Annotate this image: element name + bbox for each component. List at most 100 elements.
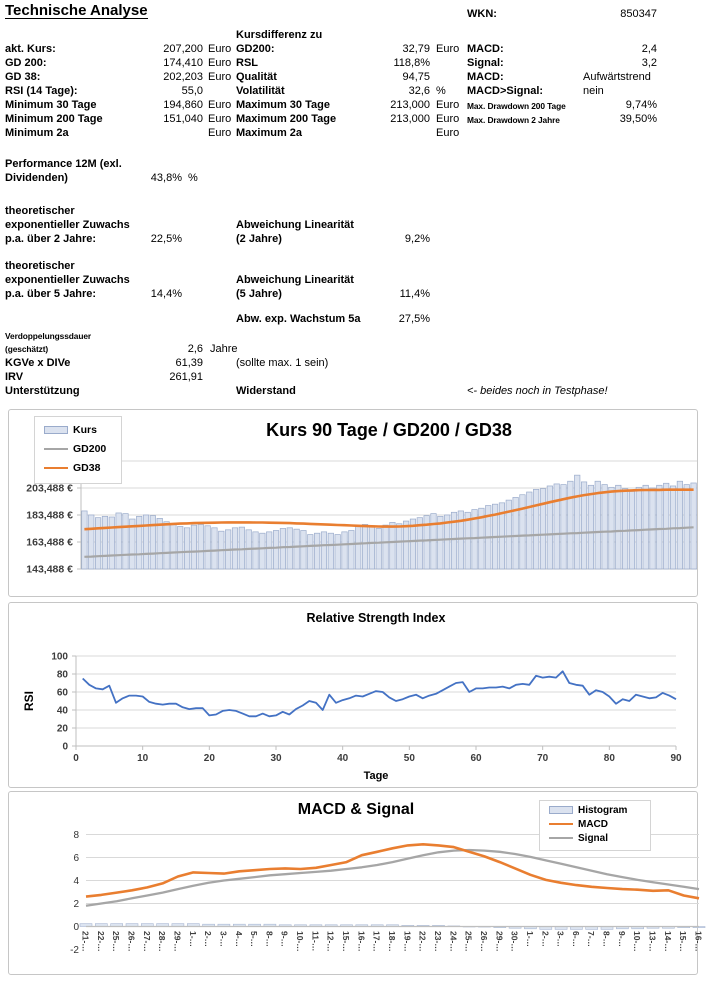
- macd-chart-panel: -2 0 2 4 6 8 21-… 22-… 25-… 26-… 27-… 28-… 29-… 1-… 2-…: [8, 791, 706, 975]
- svg-text:2-…: 2-…: [203, 931, 213, 947]
- growth5-dev-label: Abweichung Linearität: [236, 274, 354, 286]
- svg-text:80: 80: [604, 753, 616, 764]
- summary-value: 194,860: [163, 99, 203, 111]
- svg-text:4: 4: [73, 876, 79, 887]
- summary-unit: Euro: [208, 113, 232, 125]
- svg-text:21-…: 21-…: [81, 931, 91, 952]
- svg-text:13-…: 13-…: [648, 931, 658, 952]
- svg-text:40: 40: [57, 706, 69, 717]
- svg-text:15-…: 15-…: [341, 931, 351, 952]
- svg-text:3-…: 3-…: [218, 931, 228, 947]
- summary-unit: Euro: [208, 99, 232, 111]
- wkn-value: 850347: [620, 8, 657, 20]
- svg-text:20: 20: [204, 753, 216, 764]
- svg-text:90: 90: [670, 753, 682, 764]
- summary-unit: Euro: [436, 43, 460, 55]
- kurs-chart-panel: 143,488 € 163,488 € 183,488 € 203,488 € Kur…: [8, 409, 698, 597]
- rsi-line: [82, 670, 677, 718]
- summary-unit: Euro: [208, 43, 232, 55]
- svg-text:1-…: 1-…: [188, 931, 198, 947]
- svg-text:24-…: 24-…: [448, 931, 458, 952]
- line-swatch-icon: [44, 447, 68, 450]
- svg-text:23-…: 23-…: [433, 931, 443, 952]
- summary-label: Minimum 2a: [5, 127, 69, 139]
- svg-text:30: 30: [270, 753, 282, 764]
- summary-value: 202,203: [163, 71, 203, 83]
- svg-text:183,488 €: 183,488 €: [26, 510, 73, 522]
- growth5-label: exponentieller Zuwachs: [5, 274, 130, 286]
- svg-text:6-…: 6-…: [571, 931, 581, 947]
- svg-text:15-…: 15-…: [678, 931, 688, 952]
- legend-item-macd: MACD: [540, 817, 650, 831]
- page-title: Technische Analyse: [5, 2, 148, 19]
- verdopp-label: Verdoppelungssdauer: [5, 331, 92, 341]
- svg-text:143,488 €: 143,488 €: [26, 564, 73, 576]
- summary-value: nein: [583, 85, 604, 97]
- irv-label: IRV: [5, 371, 24, 383]
- legend-item-signal: Signal: [540, 831, 650, 845]
- summary-value: Aufwärtstrend: [583, 71, 651, 83]
- svg-text:40: 40: [337, 753, 349, 764]
- svg-text:9-…: 9-…: [280, 931, 290, 947]
- growth2-dev-value: 9,2%: [404, 233, 430, 245]
- svg-text:27-…: 27-…: [142, 931, 152, 952]
- svg-text:28-…: 28-…: [157, 931, 167, 952]
- svg-text:2: 2: [73, 899, 79, 910]
- performance-value: 43,8%: [150, 172, 182, 184]
- summary-value: 213,000: [390, 99, 430, 111]
- line-swatch-icon: [549, 837, 573, 839]
- macd-x-axis-labels: 21-… 22-… 25-… 26-… 27-… 28-… 29-… 1-… 2-… 3-… 4-……: [81, 931, 704, 952]
- svg-text:22-…: 22-…: [96, 931, 106, 952]
- kgve-value: 61,39: [175, 357, 203, 369]
- svg-text:29-…: 29-…: [172, 931, 182, 952]
- legend-label: Signal: [578, 832, 609, 844]
- growth5-value: 14,4%: [150, 288, 182, 300]
- legend-label: Kurs: [73, 423, 97, 436]
- svg-text:16-…: 16-…: [356, 931, 366, 952]
- summary-label: Minimum 30 Tage: [5, 99, 97, 111]
- line-macd: [85, 842, 700, 900]
- svg-text:0: 0: [62, 742, 68, 753]
- legend-item-histogram: Histogram: [540, 803, 650, 817]
- summary-value: 9,74%: [625, 99, 657, 111]
- summary-label: RSI (14 Tage):: [5, 85, 78, 97]
- verdopp-label: (geschätzt): [5, 344, 49, 354]
- rsi-y-axis-label: RSI: [22, 691, 36, 711]
- growth2-label: exponentieller Zuwachs: [5, 219, 130, 231]
- svg-text:7-…: 7-…: [586, 931, 596, 947]
- rsi-chart: 0 20 40 60 80 100 0 10 20 30 40 50 60 70 80 90 RSI Tage: [22, 652, 682, 783]
- summary-unit: Euro: [208, 71, 232, 83]
- col2-header: Kursdifferenz zu: [236, 29, 323, 41]
- svg-text:29-…: 29-…: [494, 931, 504, 952]
- kurs-chart-legend: Kurs GD200 GD38: [34, 416, 122, 484]
- support-label: Unterstützung: [5, 385, 80, 397]
- growth5-label: theoretischer: [5, 260, 75, 272]
- legend-label: MACD: [578, 818, 608, 830]
- irv-value: 261,91: [169, 371, 203, 383]
- summary-value: 207,200: [163, 43, 203, 55]
- verdopp-unit: Jahre: [210, 343, 238, 355]
- svg-text:30-…: 30-…: [510, 931, 520, 952]
- svg-text:60: 60: [470, 753, 482, 764]
- svg-text:8-…: 8-…: [264, 931, 274, 947]
- abw5a-label: Abw. exp. Wachstum 5a: [236, 313, 361, 325]
- summary-unit: Euro: [436, 127, 460, 139]
- line-gd38: [84, 488, 694, 531]
- verdopp-value: 2,6: [187, 343, 203, 355]
- svg-text:9-…: 9-…: [617, 931, 627, 947]
- summary-unit: Euro: [436, 113, 460, 125]
- svg-text:1-…: 1-…: [525, 931, 535, 947]
- summary-label: akt. Kurs:: [5, 43, 56, 55]
- line-swatch-icon: [44, 466, 68, 469]
- summary-value: 151,040: [163, 113, 203, 125]
- growth2-label: p.a. über 2 Jahre:: [5, 233, 97, 245]
- svg-text:0: 0: [73, 922, 79, 933]
- summary-label: Signal:: [467, 57, 504, 69]
- rsi-x-axis-label: Tage: [364, 770, 389, 782]
- summary-value: 174,410: [163, 57, 203, 69]
- svg-text:11-…: 11-…: [310, 931, 320, 951]
- legend-item-kurs: Kurs: [35, 420, 121, 439]
- svg-text:163,488 €: 163,488 €: [26, 537, 73, 549]
- resistance-label: Widerstand: [236, 385, 296, 397]
- summary-value: 32,6: [408, 85, 430, 97]
